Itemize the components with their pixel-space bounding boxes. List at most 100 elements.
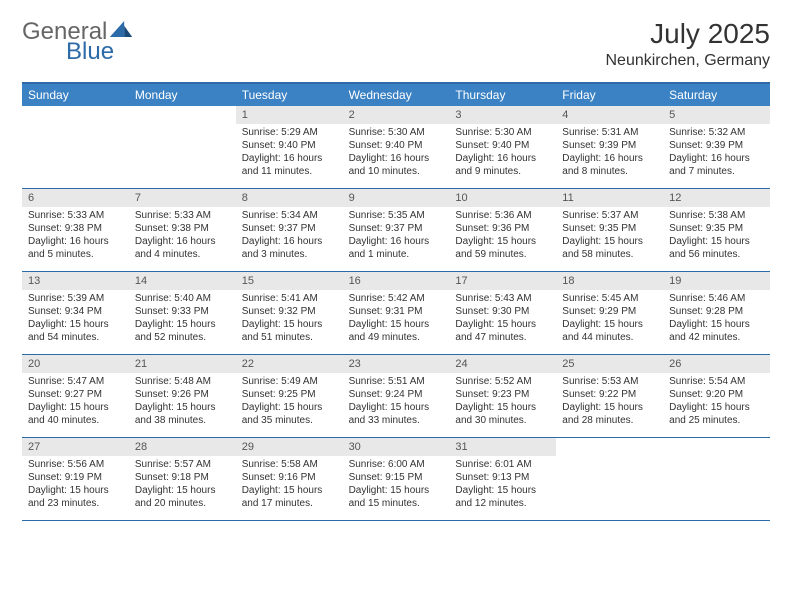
day-body: Sunrise: 5:41 AMSunset: 9:32 PMDaylight:… (236, 290, 343, 348)
day-body: Sunrise: 6:01 AMSunset: 9:13 PMDaylight:… (449, 456, 556, 514)
sunset-line: Sunset: 9:30 PM (455, 305, 550, 318)
day-number: 1 (236, 106, 343, 124)
sunset-line: Sunset: 9:19 PM (28, 471, 123, 484)
day-number: 23 (343, 355, 450, 373)
location: Neunkirchen, Germany (605, 52, 770, 70)
day-body: Sunrise: 5:58 AMSunset: 9:16 PMDaylight:… (236, 456, 343, 514)
day-body: Sunrise: 5:43 AMSunset: 9:30 PMDaylight:… (449, 290, 556, 348)
calendar: Sunday Monday Tuesday Wednesday Thursday… (22, 82, 770, 521)
weekday-monday: Monday (129, 84, 236, 106)
day-number: 24 (449, 355, 556, 373)
sunset-line: Sunset: 9:13 PM (455, 471, 550, 484)
calendar-day: 25Sunrise: 5:53 AMSunset: 9:22 PMDayligh… (556, 355, 663, 437)
sunrise-line: Sunrise: 5:34 AM (242, 209, 337, 222)
calendar-day: 18Sunrise: 5:45 AMSunset: 9:29 PMDayligh… (556, 272, 663, 354)
day-number: 15 (236, 272, 343, 290)
day-body: Sunrise: 5:49 AMSunset: 9:25 PMDaylight:… (236, 373, 343, 431)
calendar-day: 7Sunrise: 5:33 AMSunset: 9:38 PMDaylight… (129, 189, 236, 271)
day-number: 10 (449, 189, 556, 207)
weekday-saturday: Saturday (663, 84, 770, 106)
day-number: 9 (343, 189, 450, 207)
calendar-day-empty (556, 438, 663, 520)
daylight-line: Daylight: 15 hours and 28 minutes. (562, 401, 657, 427)
day-body: Sunrise: 5:35 AMSunset: 9:37 PMDaylight:… (343, 207, 450, 265)
calendar-day: 29Sunrise: 5:58 AMSunset: 9:16 PMDayligh… (236, 438, 343, 520)
day-number: 31 (449, 438, 556, 456)
calendar-day: 13Sunrise: 5:39 AMSunset: 9:34 PMDayligh… (22, 272, 129, 354)
day-number: 4 (556, 106, 663, 124)
sunset-line: Sunset: 9:34 PM (28, 305, 123, 318)
day-body: Sunrise: 5:30 AMSunset: 9:40 PMDaylight:… (449, 124, 556, 182)
sunrise-line: Sunrise: 5:35 AM (349, 209, 444, 222)
sunrise-line: Sunrise: 5:30 AM (455, 126, 550, 139)
sunset-line: Sunset: 9:39 PM (562, 139, 657, 152)
daylight-line: Daylight: 15 hours and 47 minutes. (455, 318, 550, 344)
sunset-line: Sunset: 9:31 PM (349, 305, 444, 318)
sunrise-line: Sunrise: 5:37 AM (562, 209, 657, 222)
calendar-day-empty (22, 106, 129, 188)
sunrise-line: Sunrise: 5:53 AM (562, 375, 657, 388)
calendar-day: 4Sunrise: 5:31 AMSunset: 9:39 PMDaylight… (556, 106, 663, 188)
sunrise-line: Sunrise: 5:38 AM (669, 209, 764, 222)
sunset-line: Sunset: 9:23 PM (455, 388, 550, 401)
page-title: July 2025 (605, 18, 770, 50)
day-number: 3 (449, 106, 556, 124)
sunrise-line: Sunrise: 5:57 AM (135, 458, 230, 471)
daylight-line: Daylight: 15 hours and 54 minutes. (28, 318, 123, 344)
logo-triangle-icon (109, 18, 137, 38)
daylight-line: Daylight: 15 hours and 35 minutes. (242, 401, 337, 427)
sunrise-line: Sunrise: 5:29 AM (242, 126, 337, 139)
sunrise-line: Sunrise: 5:36 AM (455, 209, 550, 222)
sunrise-line: Sunrise: 5:41 AM (242, 292, 337, 305)
logo: GeneralBlue (22, 18, 137, 64)
sunrise-line: Sunrise: 6:00 AM (349, 458, 444, 471)
day-number: 28 (129, 438, 236, 456)
day-body: Sunrise: 5:33 AMSunset: 9:38 PMDaylight:… (22, 207, 129, 265)
calendar-day: 21Sunrise: 5:48 AMSunset: 9:26 PMDayligh… (129, 355, 236, 437)
sunset-line: Sunset: 9:16 PM (242, 471, 337, 484)
sunset-line: Sunset: 9:36 PM (455, 222, 550, 235)
calendar-day: 5Sunrise: 5:32 AMSunset: 9:39 PMDaylight… (663, 106, 770, 188)
calendar-day: 1Sunrise: 5:29 AMSunset: 9:40 PMDaylight… (236, 106, 343, 188)
day-number: 27 (22, 438, 129, 456)
calendar-day: 23Sunrise: 5:51 AMSunset: 9:24 PMDayligh… (343, 355, 450, 437)
day-number: 14 (129, 272, 236, 290)
sunrise-line: Sunrise: 5:39 AM (28, 292, 123, 305)
day-body: Sunrise: 5:51 AMSunset: 9:24 PMDaylight:… (343, 373, 450, 431)
weekday-wednesday: Wednesday (343, 84, 450, 106)
day-number: 25 (556, 355, 663, 373)
calendar-day: 11Sunrise: 5:37 AMSunset: 9:35 PMDayligh… (556, 189, 663, 271)
calendar-day: 8Sunrise: 5:34 AMSunset: 9:37 PMDaylight… (236, 189, 343, 271)
sunrise-line: Sunrise: 5:49 AM (242, 375, 337, 388)
daylight-line: Daylight: 15 hours and 58 minutes. (562, 235, 657, 261)
daylight-line: Daylight: 15 hours and 38 minutes. (135, 401, 230, 427)
day-number: 22 (236, 355, 343, 373)
calendar-day: 2Sunrise: 5:30 AMSunset: 9:40 PMDaylight… (343, 106, 450, 188)
weekday-tuesday: Tuesday (236, 84, 343, 106)
daylight-line: Daylight: 16 hours and 9 minutes. (455, 152, 550, 178)
sunrise-line: Sunrise: 5:54 AM (669, 375, 764, 388)
day-number: 12 (663, 189, 770, 207)
sunrise-line: Sunrise: 5:45 AM (562, 292, 657, 305)
sunrise-line: Sunrise: 5:43 AM (455, 292, 550, 305)
daylight-line: Daylight: 15 hours and 23 minutes. (28, 484, 123, 510)
daylight-line: Daylight: 16 hours and 3 minutes. (242, 235, 337, 261)
day-body: Sunrise: 5:56 AMSunset: 9:19 PMDaylight:… (22, 456, 129, 514)
daylight-line: Daylight: 15 hours and 33 minutes. (349, 401, 444, 427)
sunset-line: Sunset: 9:38 PM (28, 222, 123, 235)
day-number: 7 (129, 189, 236, 207)
header: GeneralBlue July 2025 Neunkirchen, Germa… (22, 18, 770, 70)
calendar-day: 3Sunrise: 5:30 AMSunset: 9:40 PMDaylight… (449, 106, 556, 188)
calendar-day: 27Sunrise: 5:56 AMSunset: 9:19 PMDayligh… (22, 438, 129, 520)
sunset-line: Sunset: 9:29 PM (562, 305, 657, 318)
day-body: Sunrise: 5:37 AMSunset: 9:35 PMDaylight:… (556, 207, 663, 265)
sunset-line: Sunset: 9:39 PM (669, 139, 764, 152)
sunrise-line: Sunrise: 5:31 AM (562, 126, 657, 139)
day-body: Sunrise: 5:30 AMSunset: 9:40 PMDaylight:… (343, 124, 450, 182)
daylight-line: Daylight: 15 hours and 17 minutes. (242, 484, 337, 510)
sunset-line: Sunset: 9:32 PM (242, 305, 337, 318)
sunset-line: Sunset: 9:40 PM (242, 139, 337, 152)
sunrise-line: Sunrise: 5:33 AM (135, 209, 230, 222)
sunset-line: Sunset: 9:28 PM (669, 305, 764, 318)
sunrise-line: Sunrise: 5:40 AM (135, 292, 230, 305)
